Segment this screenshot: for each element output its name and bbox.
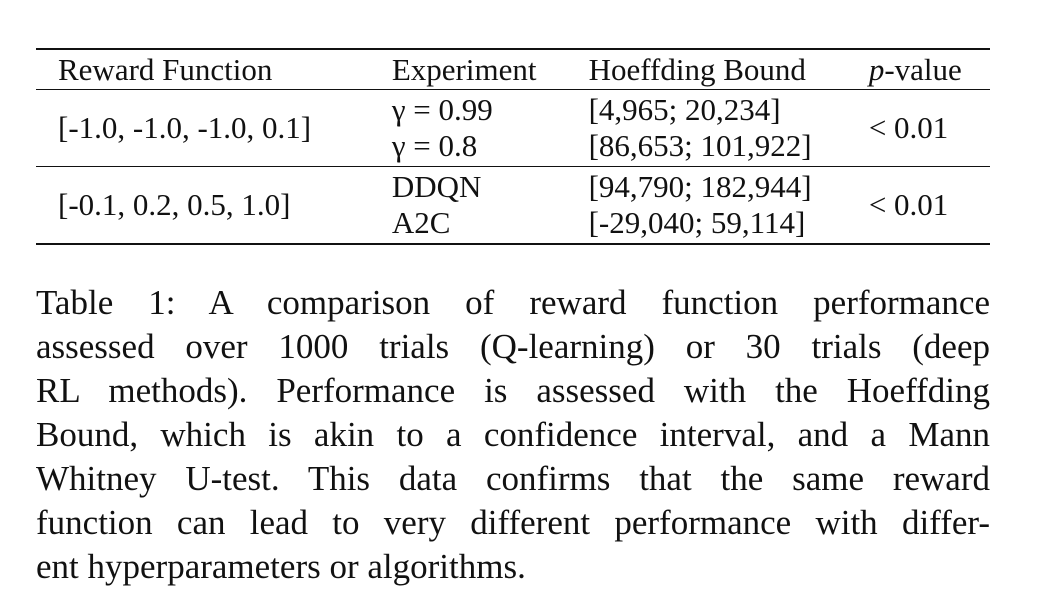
caption-line: ent hyperparameters or algorithms.: [36, 547, 526, 586]
header-row: Reward Function Experiment Hoeffding Bou…: [36, 49, 990, 90]
experiment-cell: DDQN A2C: [392, 167, 589, 245]
table-body: [-1.0, -1.0, -1.0, 0.1] γ = 0.99 γ = 0.8…: [36, 90, 990, 245]
experiment-value: A2C: [391, 205, 451, 240]
p-value-cell: < 0.01: [868, 187, 949, 222]
hoeffding-bound-cell: [4,965; 20,234] [86,653; 101,922]: [589, 90, 869, 167]
bound-value: [94,790; 182,944]: [588, 169, 812, 204]
caption-line: RL methods). Performance is assessed wit…: [36, 371, 990, 410]
caption-line: function can lead to very different perf…: [36, 503, 990, 542]
experiment-value: γ = 0.8: [391, 128, 478, 163]
bound-stack: [4,965; 20,234] [86,653; 101,922]: [589, 92, 869, 164]
experiment-value: DDQN: [391, 169, 482, 204]
bound-value: [4,965; 20,234]: [588, 92, 781, 127]
header-experiment: Experiment: [391, 51, 537, 87]
experiment-value: γ = 0.99: [391, 92, 493, 127]
table-row: [-1.0, -1.0, -1.0, 0.1] γ = 0.99 γ = 0.8…: [36, 90, 990, 167]
reward-function-cell: [-1.0, -1.0, -1.0, 0.1]: [58, 110, 312, 145]
results-table-container: Reward Function Experiment Hoeffding Bou…: [36, 48, 990, 245]
table-row: [-0.1, 0.2, 0.5, 1.0] DDQN A2C [94,790; …: [36, 167, 990, 245]
bound-value: [86,653; 101,922]: [588, 128, 812, 163]
caption-line: Bound, which is akin to a confidence int…: [36, 415, 990, 454]
experiment-cell: γ = 0.99 γ = 0.8: [392, 90, 589, 167]
bound-stack: [94,790; 182,944] [-29,040; 59,114]: [589, 169, 869, 241]
caption-line: Table 1: A comparison of reward function…: [36, 283, 990, 322]
caption-line: Whitney U-test. This data confirms that …: [36, 459, 990, 498]
header-reward-function: Reward Function: [58, 51, 273, 87]
table-caption: Table 1: A comparison of reward function…: [36, 281, 990, 589]
header-p-symbol: p: [868, 51, 885, 87]
header-p-value: p-value: [869, 49, 990, 90]
header-hoeffding-bound: Hoeffding Bound: [588, 51, 806, 87]
reward-function-cell: [-0.1, 0.2, 0.5, 1.0]: [58, 187, 291, 222]
header-p-suffix: -value: [884, 51, 962, 87]
hoeffding-bound-cell: [94,790; 182,944] [-29,040; 59,114]: [589, 167, 869, 245]
results-table: Reward Function Experiment Hoeffding Bou…: [36, 48, 990, 245]
table-header: Reward Function Experiment Hoeffding Bou…: [36, 49, 990, 90]
experiment-stack: γ = 0.99 γ = 0.8: [392, 92, 589, 164]
experiment-stack: DDQN A2C: [392, 169, 589, 241]
bound-value: [-29,040; 59,114]: [588, 205, 806, 240]
p-value-cell: < 0.01: [868, 110, 949, 145]
caption-line: assessed over 1000 trials (Q-learning) o…: [36, 327, 990, 366]
